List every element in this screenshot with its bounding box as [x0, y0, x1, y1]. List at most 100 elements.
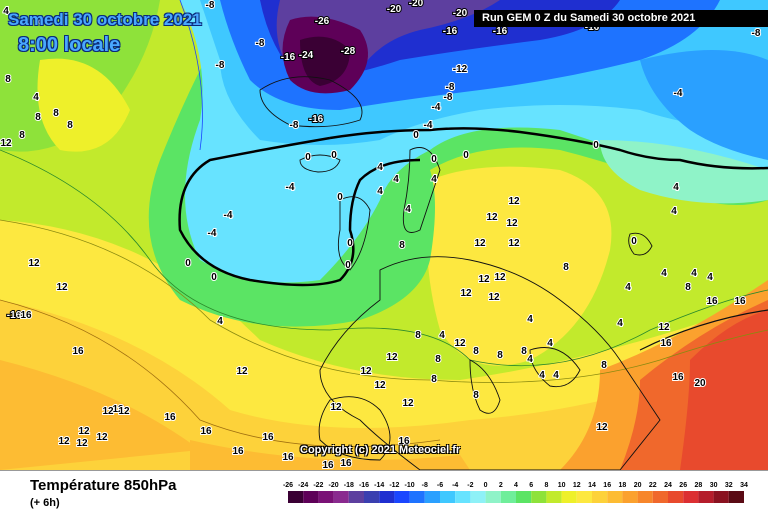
- legend-swatch: [379, 491, 395, 503]
- isotherm-zero-north: [329, 127, 768, 170]
- legend-swatch: [440, 491, 456, 503]
- temperature-label: 4: [217, 316, 223, 327]
- temperature-label: 0: [345, 260, 351, 271]
- temperature-label: 16: [232, 446, 244, 457]
- temperature-label: 12: [374, 380, 386, 391]
- legend-swatch: [592, 491, 608, 503]
- isotherm-neg4: [179, 0, 203, 151]
- legend-swatch: [561, 491, 577, 503]
- coast-balkans: [529, 347, 581, 388]
- legend-tick: -2: [467, 482, 473, 489]
- forecast-date: Samedi 30 octobre 2021: [8, 10, 202, 29]
- legend-tick: 34: [740, 482, 748, 489]
- legend-tick: 20: [634, 482, 642, 489]
- temperature-label: 16: [706, 296, 718, 307]
- temperature-label: -20: [409, 0, 424, 9]
- legend-swatch: [546, 491, 562, 503]
- legend-swatch: [485, 491, 501, 503]
- legend-swatch: [303, 491, 319, 503]
- temperature-label: 12: [112, 404, 124, 415]
- temperature-label: 12: [486, 212, 498, 223]
- forecast-offset: (+ 6h): [30, 497, 60, 509]
- legend-tick: 22: [649, 482, 657, 489]
- coast-iceland: [299, 154, 341, 173]
- temperature-label: 12: [494, 272, 506, 283]
- temperature-label: 4: [671, 206, 677, 217]
- temperature-label: 8: [435, 354, 441, 365]
- temperature-label: 8: [685, 282, 691, 293]
- temperature-label: 0: [185, 258, 191, 269]
- legend-swatch: [288, 491, 304, 503]
- coast-europe: [319, 256, 661, 470]
- field-purple-center: [300, 36, 350, 86]
- temperature-label: 12: [506, 218, 518, 229]
- temperature-label: -16: [309, 114, 324, 125]
- temperature-label: 4: [617, 318, 623, 329]
- temperature-label: 0: [337, 192, 343, 203]
- color-scale-legend: -26 -24 -22 -20 -18 -16 -14 -12 -10 -8 -6 -4 -2 0 2 4 6 8…: [283, 482, 748, 503]
- temperature-label: 8: [399, 240, 405, 251]
- legend-swatch: [500, 491, 516, 503]
- field-band-24: [680, 310, 768, 470]
- temperature-label: 16: [72, 346, 84, 357]
- temperature-label: 4: [625, 282, 631, 293]
- legend-swatch: [683, 491, 699, 503]
- temperature-label: 8: [67, 120, 73, 131]
- map-canvas: 4-8-8-8-8-26-20-20-20-16 -16 -16-8-16 -24 -2…: [0, 0, 768, 470]
- temperature-label: -8: [256, 38, 265, 49]
- temperature-label: 4: [691, 268, 697, 279]
- temperature-label: 4: [439, 330, 445, 341]
- legend-swatch: [455, 491, 471, 503]
- legend-swatch: [576, 491, 592, 503]
- temperature-label: 8: [431, 374, 437, 385]
- temperature-label: 4: [673, 182, 679, 193]
- copyright-notice: Copyright (c) 2021 Meteociel.fr: [300, 444, 461, 456]
- temperature-label: 16: [734, 296, 746, 307]
- temperature-label: 4: [527, 314, 533, 325]
- temperature-label: -4: [424, 120, 433, 131]
- temperature-label: 12: [118, 406, 130, 417]
- legend-tick: -12: [389, 482, 399, 489]
- temperature-label: -4: [224, 210, 233, 221]
- temperature-label: 0: [347, 238, 353, 249]
- coast-greenland: [259, 76, 363, 128]
- temperature-label: 12: [58, 436, 70, 447]
- temperature-label: -4: [208, 228, 217, 239]
- temperature-label: 20: [694, 378, 706, 389]
- temperature-label: 12: [28, 258, 40, 269]
- temperature-label: 16: [672, 372, 684, 383]
- coast-iberia: [318, 396, 391, 461]
- temperature-label: 12: [386, 352, 398, 363]
- legend-swatch: [652, 491, 668, 503]
- temperature-label: -16: [7, 310, 22, 321]
- temperature-label: 8: [563, 262, 569, 273]
- temperature-label: 4: [3, 6, 9, 17]
- temperature-label: 4: [547, 338, 553, 349]
- temperature-label: -8: [290, 120, 299, 131]
- legend-tick: -16: [359, 482, 369, 489]
- legend-tick: 32: [725, 482, 733, 489]
- legend-swatch: [637, 491, 653, 503]
- isotherm-zero-west: [178, 136, 421, 287]
- temperature-label: -4: [286, 182, 295, 193]
- temperature-label: 12: [78, 426, 90, 437]
- field-band-14: [0, 300, 768, 470]
- temperature-label: 4: [539, 370, 545, 381]
- legend-tick: -8: [422, 482, 428, 489]
- temperature-label: 4: [707, 272, 713, 283]
- legend-tick: -24: [298, 482, 308, 489]
- field-east-blue: [640, 50, 768, 160]
- temperature-label: 4: [377, 162, 383, 173]
- coast-britain: [337, 196, 371, 271]
- temperature-label: 8: [415, 330, 421, 341]
- temperature-label: 16: [200, 426, 212, 437]
- legend-tick: -20: [329, 482, 339, 489]
- legend-tick: 16: [603, 482, 611, 489]
- temperature-label: 16: [660, 338, 672, 349]
- legend-swatch: [470, 491, 486, 503]
- run-banner: Run GEM 0 Z du Samedi 30 octobre 2021: [474, 10, 768, 27]
- temperature-label: 12: [402, 398, 414, 409]
- temperature-label: -4: [432, 102, 441, 113]
- temperature-label: 0: [211, 272, 217, 283]
- temperature-label: 12: [460, 288, 472, 299]
